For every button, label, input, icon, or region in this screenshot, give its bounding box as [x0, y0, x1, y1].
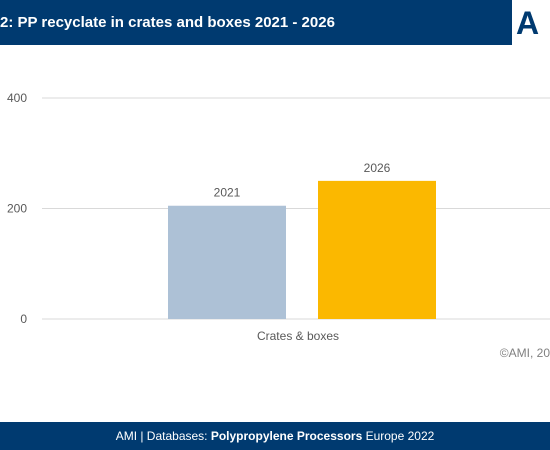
copyright-note: ©AMI, 20	[500, 346, 550, 360]
ami-logo-text: A	[516, 5, 540, 41]
y-axis-ticks: 0 200 400	[7, 91, 27, 326]
ami-logo: A	[512, 0, 550, 45]
footer-prefix: AMI | Databases:	[115, 429, 211, 443]
gridlines	[42, 97, 550, 320]
bar-labels: 2021 2026	[214, 161, 391, 200]
bar-2026	[318, 180, 436, 319]
y-tick-label: 0	[20, 312, 27, 326]
header-bar: 2: PP recyclate in crates and boxes 2021…	[0, 0, 550, 45]
bars	[168, 180, 436, 319]
chart-title: 2: PP recyclate in crates and boxes 2021…	[0, 14, 335, 31]
x-category-label: Crates & boxes	[257, 329, 339, 343]
x-axis-categories: Crates & boxes	[257, 329, 339, 343]
bar-2021	[168, 205, 286, 319]
footer-bar: AMI | Databases: Polypropylene Processor…	[0, 422, 550, 450]
footer-suffix: Europe 2022	[362, 429, 435, 443]
bar-label-2021: 2021	[214, 186, 241, 200]
footer-product: Polypropylene Processors	[210, 429, 363, 443]
y-tick-label: 400	[7, 91, 27, 105]
bar-label-2026: 2026	[364, 161, 391, 175]
y-tick-label: 200	[7, 202, 27, 216]
bar-chart: 0 200 400 2021 2026 Crates & boxes ©AMI, 20	[7, 91, 550, 360]
